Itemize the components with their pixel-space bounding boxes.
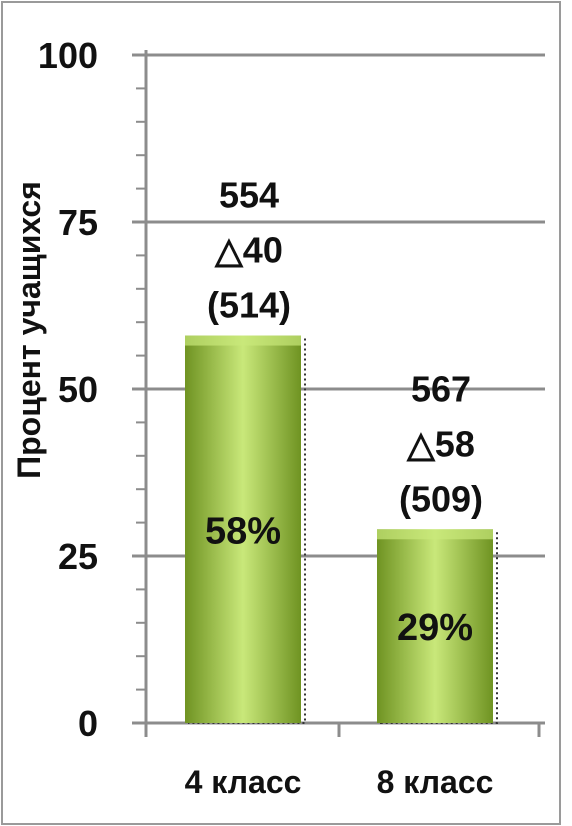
bar-value-label: 29%	[397, 607, 473, 649]
bar-annotation: 554	[219, 175, 279, 216]
y-tick-label: 100	[38, 35, 98, 76]
y-tick-label: 0	[78, 703, 98, 744]
bar-annotation: △58	[406, 423, 475, 464]
y-axis-label: Процент учащихся	[11, 181, 47, 479]
bars	[185, 335, 498, 725]
bar-highlight	[377, 529, 493, 540]
bar	[185, 335, 301, 723]
y-tick-label: 75	[58, 202, 98, 243]
x-category-label: 8 класс	[377, 764, 494, 800]
bar-annotation: △40	[214, 230, 283, 271]
bar-annotation: (509)	[399, 478, 483, 519]
frame-border	[1, 1, 561, 825]
bar-value-label: 58%	[205, 510, 281, 552]
x-category-label: 4 класс	[185, 764, 302, 800]
bar-annotation: (514)	[207, 285, 291, 326]
labels: 0 25 50 75 100 58% 554 △40 (514) 4 класс 29% 567 △58…	[38, 35, 493, 800]
bar-highlight	[185, 335, 301, 346]
y-tick-label: 50	[58, 369, 98, 410]
y-tick-label: 25	[58, 536, 98, 577]
bar	[377, 529, 493, 723]
bar-annotation: 567	[411, 368, 471, 409]
